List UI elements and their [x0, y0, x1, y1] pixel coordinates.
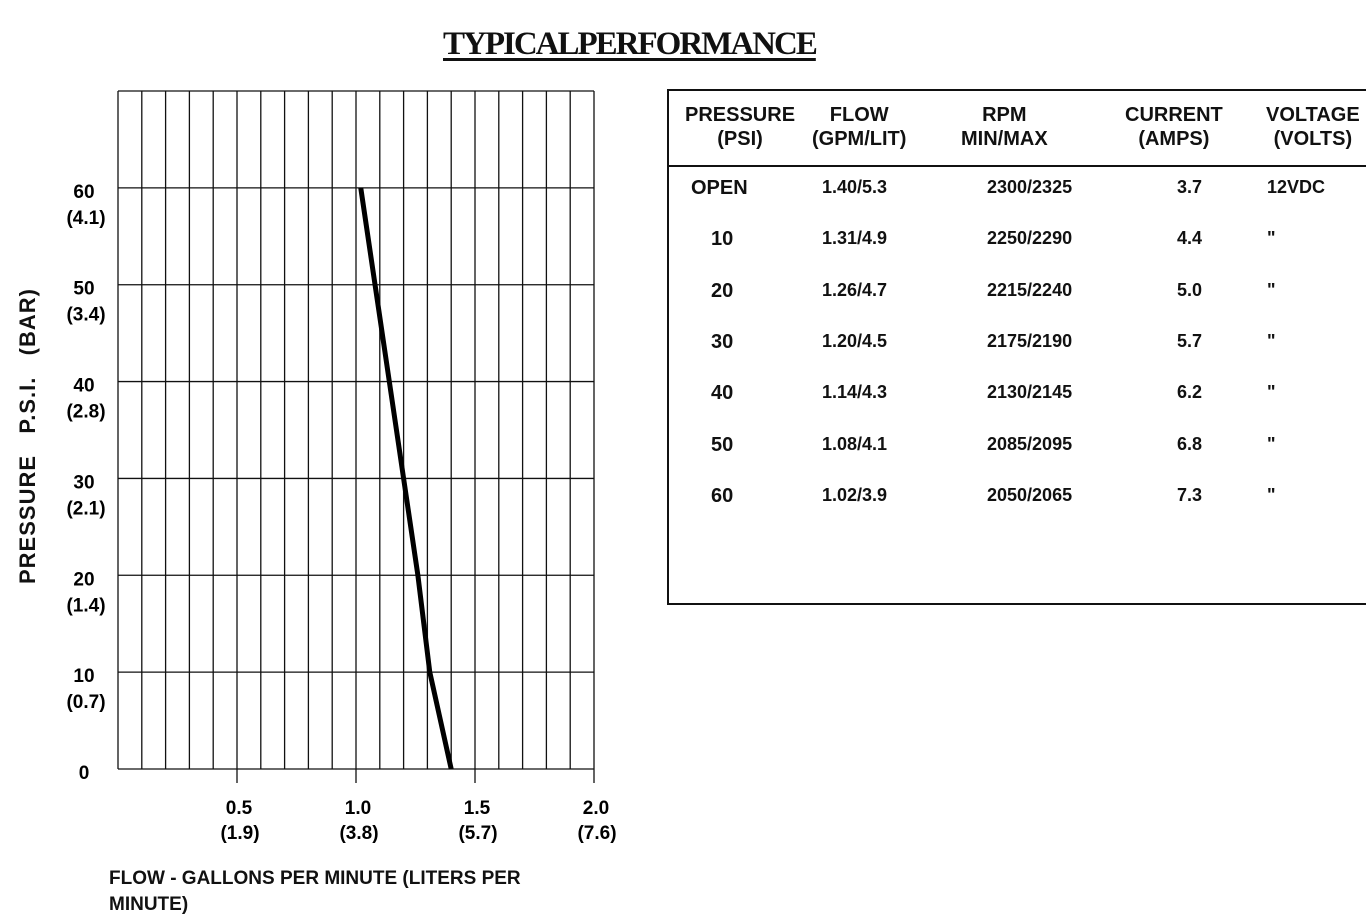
cell-voltage: " [1267, 484, 1276, 505]
cell-current: 4.4 [1177, 228, 1203, 249]
y-tick-label: 30 [73, 472, 94, 493]
y-tick-sublabel: (2.8) [66, 402, 105, 423]
cell-voltage: " [1267, 433, 1276, 454]
y-tick-label: 20 [73, 569, 94, 590]
cell-current: 6.2 [1177, 382, 1203, 403]
cell-rpm: 2175/2190 [987, 330, 1073, 351]
cell-current: 7.3 [1177, 484, 1203, 505]
cell-rpm: 2130/2145 [987, 382, 1073, 403]
y-axis-title-part: PRESSURE [15, 454, 40, 585]
y-axis-title-part: (BAR) [15, 287, 40, 356]
page-title: TYPICALPERFORMANCE [443, 26, 818, 62]
x-tick-label: 1.0 [345, 798, 371, 819]
y-tick-label: 10 [73, 666, 94, 687]
cell-rpm: 2250/2290 [987, 228, 1073, 249]
y-tick-sublabel: (0.7) [66, 692, 105, 713]
table-row: 50 1.08/4.1 2085/2095 6.8 " [669, 434, 1366, 464]
cell-voltage: 12VDC [1267, 177, 1326, 197]
cell-voltage: " [1267, 228, 1276, 249]
y-tick-sublabel: (1.4) [66, 595, 105, 616]
cell-flow: 1.31/4.9 [822, 228, 888, 249]
x-tick-label: 2.0 [583, 798, 609, 819]
cell-voltage: " [1267, 330, 1276, 351]
table-row: 30 1.20/4.5 2175/2190 5.7 " [669, 331, 1366, 361]
performance-chart: 0 10 (0.7) 20 (1.4) 30 (2.1) 40 (2.8) 50 (3.4) 60 (4… [66, 90, 617, 844]
table-row: 40 1.14/4.3 2130/2145 6.2 " [669, 382, 1366, 412]
y-tick-sublabel: (4.1) [66, 208, 105, 229]
cell-pressure: 10 [711, 228, 734, 251]
cell-pressure: OPEN [691, 177, 748, 199]
x-tick-sublabel: (5.7) [458, 823, 497, 844]
y-axis-title-part: P.S.I. [15, 376, 40, 434]
y-tick-sublabel: (3.4) [66, 305, 105, 326]
table-header: PRESSURE (PSI) FLOW (GPM/LIT) RPM MIN/MAX C… [669, 91, 1366, 167]
header-voltage: VOLTAGE (VOLTS) [1266, 104, 1360, 150]
cell-voltage: " [1267, 382, 1276, 403]
cell-current: 6.8 [1177, 433, 1203, 454]
cell-current: 5.7 [1177, 330, 1203, 351]
table-row: 60 1.02/3.9 2050/2065 7.3 " [669, 485, 1366, 515]
cell-current: 5.0 [1177, 279, 1203, 300]
y-tick-label: 50 [73, 279, 94, 300]
x-tick-label: 0.5 [226, 798, 253, 819]
y-tick-label: 40 [73, 376, 94, 397]
header-pressure: PRESSURE (PSI) [685, 104, 796, 150]
x-tick-sublabel: (3.8) [339, 823, 378, 844]
cell-flow: 1.02/3.9 [822, 484, 888, 505]
y-tick-label: 0 [79, 763, 90, 784]
table-row: 20 1.26/4.7 2215/2240 5.0 " [669, 280, 1366, 310]
cell-flow: 1.08/4.1 [822, 433, 888, 454]
y-tick-label: 60 [73, 182, 94, 203]
cell-pressure: 20 [711, 279, 734, 302]
cell-pressure: 60 [711, 484, 734, 507]
cell-flow: 1.26/4.7 [822, 279, 888, 300]
cell-rpm: 2300/2325 [987, 177, 1073, 197]
cell-current: 3.7 [1177, 177, 1203, 197]
cell-pressure: 40 [711, 382, 734, 405]
table-row: 10 1.31/4.9 2250/2290 4.4 " [669, 228, 1366, 258]
cell-pressure: 50 [711, 433, 734, 456]
header-current: CURRENT (AMPS) [1125, 104, 1223, 150]
cell-voltage: " [1267, 279, 1276, 300]
table-row: OPEN 1.40/5.3 2300/2325 3.7 12VDC [669, 177, 1366, 207]
x-tick-sublabel: (7.6) [577, 823, 616, 844]
cell-flow: 1.14/4.3 [822, 382, 888, 403]
header-flow: FLOW (GPM/LIT) [812, 104, 907, 150]
y-tick-sublabel: (2.1) [66, 498, 105, 519]
cell-rpm: 2085/2095 [987, 433, 1073, 454]
cell-flow: 1.40/5.3 [822, 177, 888, 197]
cell-flow: 1.20/4.5 [822, 330, 888, 351]
cell-rpm: 2215/2240 [987, 279, 1073, 300]
performance-table: PRESSURE (PSI) FLOW (GPM/LIT) RPM MIN/MAX C… [667, 89, 1366, 605]
cell-pressure: 30 [711, 330, 734, 353]
x-tick-label: 1.5 [464, 798, 491, 819]
cell-rpm: 2050/2065 [987, 484, 1073, 505]
x-tick-sublabel: (1.9) [220, 823, 259, 844]
y-axis-title: PRESSURE P.S.I. (BAR) [15, 288, 41, 584]
x-axis-title: FLOW - GALLONS PER MINUTE (LITERS PER MI… [109, 868, 521, 915]
header-rpm: RPM MIN/MAX [961, 104, 1048, 150]
